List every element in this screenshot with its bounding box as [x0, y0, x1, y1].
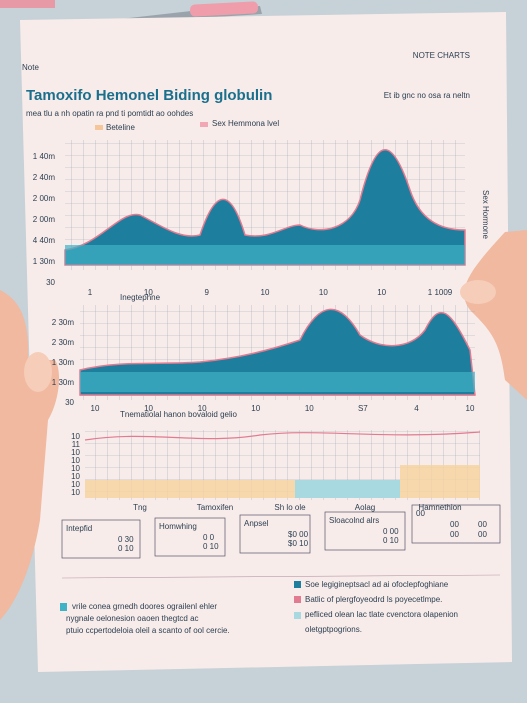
- subtitle: mea tlu a nh opatin ra pnd ti pomtidt ao…: [26, 109, 193, 118]
- y-tick-label: 2 40m: [33, 173, 56, 182]
- table-title: Homwhing: [159, 522, 197, 531]
- y-tick-label: 10: [71, 456, 80, 465]
- caption: Inegtephne: [120, 293, 161, 302]
- table-title: Intepfid: [66, 524, 92, 533]
- band: [400, 465, 480, 498]
- x-tick-label: 10: [91, 404, 100, 413]
- note: Note: [22, 63, 39, 72]
- table-title: 00: [416, 509, 425, 518]
- title: Tamoxifo Hemonel Biding globulin: [26, 87, 272, 104]
- legend-swatch: [95, 125, 103, 130]
- panel-title: Tnematiolal hanon bovaloid gelio: [120, 410, 238, 419]
- note-text: oletgptpogrions.: [305, 625, 362, 634]
- y-tick-label: 1 30m: [33, 257, 56, 266]
- line: [84, 431, 481, 441]
- y-tick-label: 1 40m: [33, 152, 56, 161]
- y-tick-label: 2 00m: [33, 215, 56, 224]
- table-cell: $0 00: [288, 530, 309, 539]
- table-cell: 00: [478, 520, 487, 529]
- legend-label: Beteline: [106, 123, 135, 132]
- note-text: Batlic of plergfoyeodrd ls poyecetlmpe.: [305, 595, 442, 604]
- table-box: [411, 504, 501, 544]
- subtitle: Et ib gnc no osa ra neltn: [384, 91, 470, 100]
- table-title: Sloacolnd alrs: [329, 516, 379, 525]
- wave-area: [64, 149, 466, 266]
- x-tick-label: 1: [88, 288, 93, 297]
- table-cell: 00: [478, 530, 487, 539]
- y-tick-label: 10: [71, 448, 80, 457]
- table-box: [239, 514, 311, 554]
- x-tick-label: 10: [305, 404, 314, 413]
- x-tick-label: S7: [358, 404, 368, 413]
- y-tick-label: 4 40m: [33, 236, 56, 245]
- note-swatch: [60, 603, 67, 611]
- table-box: [61, 519, 141, 559]
- note-text: pefliced olean lac tlate cvenctora olape…: [305, 610, 458, 619]
- note-text: Soe legigineptsacl ad ai ofoclepfoghiane: [305, 580, 449, 589]
- table-cell: 0 0: [203, 533, 215, 542]
- left-hand: [0, 290, 60, 620]
- x-tick-label: 10: [466, 404, 475, 413]
- x-tick-label: 10: [198, 404, 207, 413]
- x-tick-label: 10: [251, 404, 260, 413]
- right-hand: [460, 230, 527, 400]
- note-text: ptuio ccpertodeloia oleil a scanto of oo…: [66, 626, 230, 635]
- y-tick-label: 1 30m: [52, 358, 75, 367]
- x-tick-label: Tamoxifen: [197, 503, 233, 512]
- table-cell: 00: [450, 530, 459, 539]
- y-tick-label: 1 30m: [52, 378, 75, 387]
- table-cell: 0 10: [118, 544, 134, 553]
- table-box: [154, 517, 226, 557]
- table-cell: 00: [450, 520, 459, 529]
- legend-swatch: [200, 122, 208, 127]
- note-swatch: [294, 581, 301, 588]
- y-tick-label: 30: [46, 278, 55, 287]
- y-tick-label: 10: [71, 472, 80, 481]
- table-cell: 0 30: [118, 535, 134, 544]
- x-tick-label: 10: [377, 288, 386, 297]
- x-tick-label: 1 1009: [428, 288, 453, 297]
- y-tick-label: 10: [71, 464, 80, 473]
- y-tick-label: 10: [71, 432, 80, 441]
- band: [80, 372, 475, 392]
- x-tick-label: 10: [261, 288, 270, 297]
- note-text: nygnale oelonesion oaoen thegtcd ac: [66, 614, 199, 623]
- x-tick-label: Hamnethion: [418, 503, 461, 512]
- note-swatch: [294, 596, 301, 603]
- table-cell: $0 10: [288, 539, 309, 548]
- y-tick-label: 2 30m: [52, 318, 75, 327]
- x-tick-label: 10: [319, 288, 328, 297]
- x-tick-label: Aolag: [355, 503, 375, 512]
- x-tick-label: Tng: [133, 503, 147, 512]
- x-tick-label: Sh lo ole: [274, 503, 306, 512]
- legend-label: Sex Hemmona lvel: [212, 119, 279, 128]
- divider: [61, 574, 501, 579]
- table-cell: 0 00: [383, 527, 399, 536]
- band: [85, 480, 295, 498]
- y-tick-label: 10: [71, 480, 80, 489]
- band: [65, 245, 465, 265]
- band: [295, 480, 400, 498]
- x-tick-label: 10: [144, 404, 153, 413]
- axis-label: Sex Hormone: [481, 190, 490, 239]
- y-tick-label: 30: [65, 398, 74, 407]
- x-tick-label: 4: [414, 404, 419, 413]
- x-tick-label: 9: [204, 288, 209, 297]
- table-cell: 0 10: [203, 542, 219, 551]
- x-tick-label: 10: [144, 288, 153, 297]
- y-tick-label: 2 00m: [33, 194, 56, 203]
- table-cell: 0 10: [383, 536, 399, 545]
- y-tick-label: 10: [71, 488, 80, 497]
- note: NOTE CHARTS: [413, 51, 470, 60]
- table-box: [324, 511, 406, 551]
- y-tick-label: 2 30m: [52, 338, 75, 347]
- table-title: Anpsel: [244, 519, 269, 528]
- note-text: vrile conea grnedh doores ograilenl ehle…: [72, 602, 217, 611]
- note-swatch: [294, 612, 301, 619]
- y-tick-label: 11: [72, 440, 81, 449]
